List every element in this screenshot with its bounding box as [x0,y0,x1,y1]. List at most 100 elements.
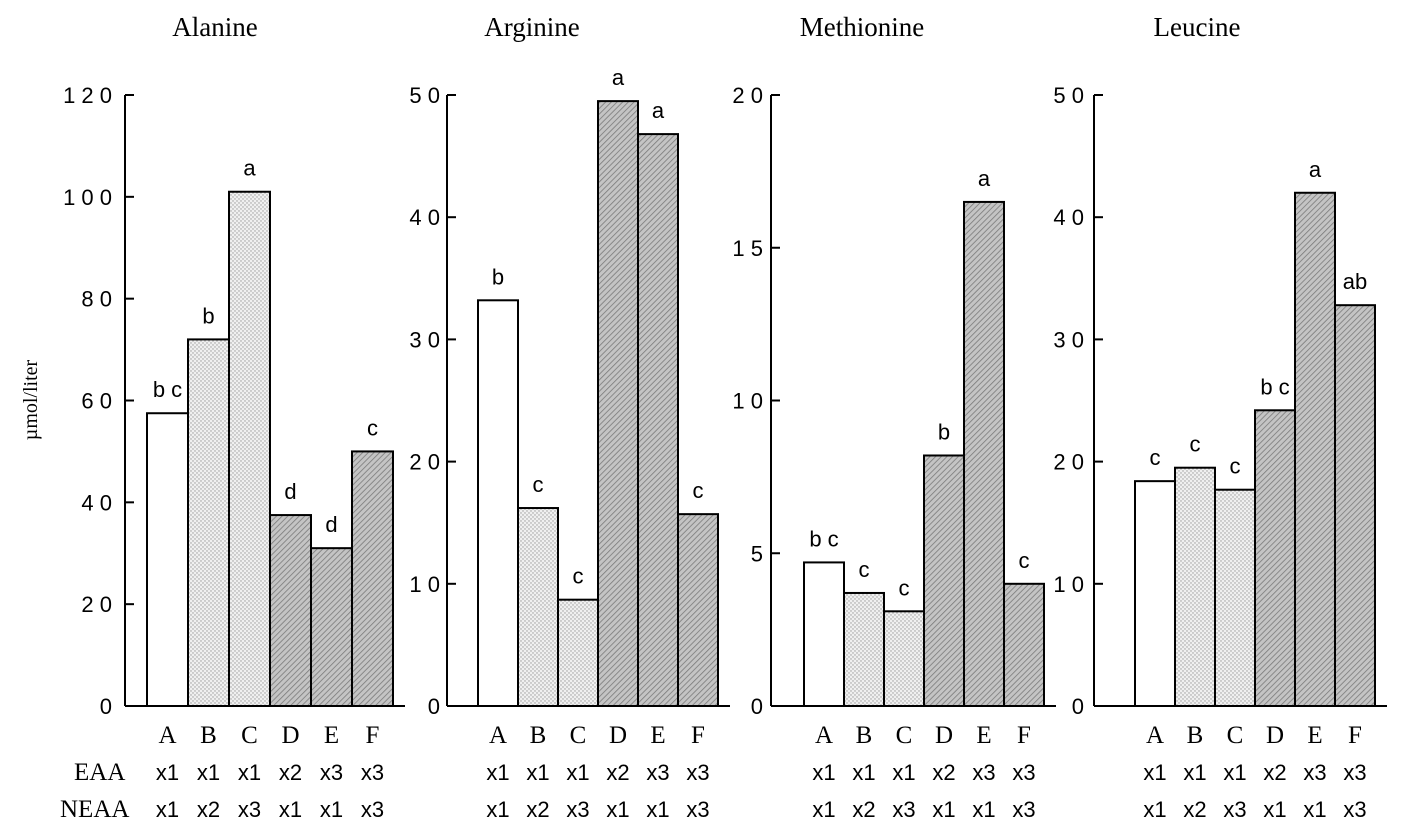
category-label-arginine: C [570,722,587,749]
eaa-level-leucine: x1 [1183,760,1206,785]
significance-label-methionine: a [978,166,991,191]
eaa-level-methionine: x1 [852,760,875,785]
neaa-level-leucine: x3 [1223,797,1246,822]
y-tick-label-methionine: 5 [751,541,763,566]
chart-title-arginine: Arginine [484,12,580,42]
neaa-level-leucine: x2 [1183,797,1206,822]
eaa-row-label: EAA [74,759,125,786]
y-tick-label-methionine: 1 0 [732,389,763,414]
neaa-level-methionine: x1 [812,797,835,822]
neaa-level-alanine: x2 [197,797,220,822]
eaa-level-arginine: x1 [526,760,549,785]
neaa-level-alanine: x3 [238,797,261,822]
category-label-arginine: A [489,722,507,749]
significance-label-arginine: c [533,472,544,497]
y-tick-label-alanine: 4 0 [81,490,112,515]
bar-arginine-C [557,598,599,707]
category-label-alanine: B [200,722,217,749]
category-label-alanine: D [281,722,299,749]
significance-label-leucine: a [1309,157,1322,182]
category-label-leucine: A [1146,722,1164,749]
bar-arginine-D [597,100,639,708]
category-label-alanine: E [324,722,339,749]
panel-leucine: Leucine 0 1 0 2 0 3 0 4 0 5 0 c Ax1 x1 c Bx1 x2 c Cx1 x… [1053,12,1387,822]
neaa-level-arginine: x1 [646,797,669,822]
category-label-leucine: F [1348,722,1362,749]
y-tick-label-arginine: 5 0 [409,83,440,108]
eaa-level-alanine: x1 [197,760,220,785]
neaa-level-arginine: x3 [566,797,589,822]
panel-alanine: Alanine 0 2 0 4 0 6 0 8 0 1 0 0 1 2 0 b c Ax1 x1 b B… [63,12,405,822]
y-tick-label-leucine: 5 0 [1053,83,1084,108]
neaa-level-methionine: x3 [892,797,915,822]
y-tick-label-alanine: 2 0 [81,592,112,617]
eaa-level-methionine: x2 [932,760,955,785]
y-tick-label-alanine: 0 [100,694,112,719]
category-label-leucine: B [1187,722,1204,749]
significance-label-leucine: ab [1343,269,1367,294]
category-label-alanine: F [366,722,380,749]
bar-alanine-D [269,514,312,707]
bar-leucine-C [1214,488,1256,707]
y-tick-label-alanine: 1 0 0 [63,185,112,210]
eaa-level-leucine: x3 [1343,760,1366,785]
y-tick-label-methionine: 2 0 [732,83,763,108]
neaa-level-leucine: x3 [1343,797,1366,822]
bar-leucine-A [1134,480,1176,708]
significance-label-alanine: d [325,512,337,537]
eaa-level-leucine: x1 [1223,760,1246,785]
neaa-level-methionine: x1 [932,797,955,822]
eaa-level-leucine: x3 [1303,760,1326,785]
significance-label-arginine: c [573,564,584,589]
neaa-level-arginine: x3 [686,797,709,822]
neaa-level-alanine: x3 [361,797,384,822]
category-label-arginine: B [530,722,547,749]
eaa-level-arginine: x1 [566,760,589,785]
y-tick-label-methionine: 1 5 [732,236,763,261]
bar-alanine-C [228,190,271,708]
y-tick-label-arginine: 2 0 [409,450,440,475]
y-tick-label-leucine: 0 [1072,694,1084,719]
bar-arginine-B [517,507,559,708]
neaa-level-methionine: x1 [972,797,995,822]
row-labels: EAA NEAA [60,759,129,823]
eaa-level-methionine: x3 [1012,760,1035,785]
significance-label-alanine: b [202,303,214,328]
bar-arginine-A [477,299,519,707]
eaa-level-arginine: x1 [486,760,509,785]
eaa-level-alanine: x1 [238,760,261,785]
significance-label-methionine: c [899,575,910,600]
significance-label-leucine: b c [1260,374,1289,399]
y-tick-label-leucine: 4 0 [1053,205,1084,230]
eaa-level-alanine: x2 [279,760,302,785]
eaa-level-arginine: x2 [606,760,629,785]
eaa-level-alanine: x3 [361,760,384,785]
significance-label-leucine: c [1150,445,1161,470]
category-label-methionine: C [896,722,913,749]
y-tick-label-alanine: 6 0 [81,389,112,414]
category-label-leucine: D [1266,722,1284,749]
neaa-level-alanine: x1 [156,797,179,822]
bar-methionine-D [923,454,965,707]
neaa-level-arginine: x2 [526,797,549,822]
significance-label-alanine: a [243,156,256,181]
bar-methionine-F [1003,582,1045,707]
significance-label-methionine: c [1019,548,1030,573]
category-label-alanine: A [158,722,176,749]
significance-label-leucine: c [1230,454,1241,479]
bar-leucine-B [1174,466,1216,707]
bar-arginine-F [677,513,719,707]
bar-leucine-F [1334,304,1376,707]
bar-methionine-A [803,561,845,707]
y-tick-label-leucine: 1 0 [1053,572,1084,597]
significance-label-arginine: b [492,264,504,289]
significance-label-alanine: d [284,479,296,504]
category-label-methionine: D [935,722,953,749]
significance-label-methionine: b c [809,526,838,551]
significance-label-methionine: c [859,557,870,582]
bar-arginine-E [637,133,679,707]
significance-label-arginine: a [612,65,625,90]
category-label-arginine: E [650,722,665,749]
bar-alanine-A [146,412,189,707]
neaa-level-leucine: x1 [1143,797,1166,822]
